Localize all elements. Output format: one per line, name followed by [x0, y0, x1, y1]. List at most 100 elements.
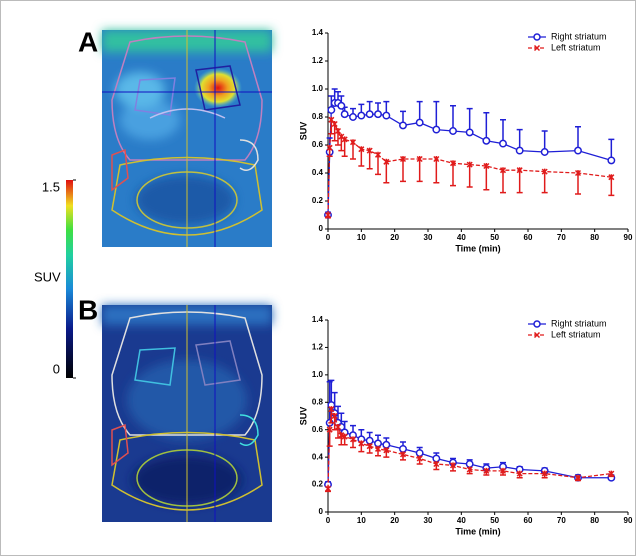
y-tick-label: 0.2 — [312, 196, 324, 205]
pet-image-a — [102, 30, 272, 247]
data-point — [349, 139, 357, 146]
legend-label: Left striatum — [551, 42, 601, 52]
data-point — [483, 467, 490, 474]
x-tick-label: 30 — [424, 516, 433, 525]
data-point — [382, 111, 391, 120]
y-tick-label: 0 — [319, 507, 324, 516]
data-point — [449, 160, 457, 167]
error-bar — [575, 173, 581, 195]
error-bar — [328, 379, 335, 406]
pet-image-b — [102, 305, 272, 522]
data-point — [432, 454, 441, 463]
error-bar — [450, 105, 456, 131]
legend-marker — [533, 33, 541, 41]
x-tick-label: 90 — [624, 233, 633, 242]
error-bar — [608, 177, 615, 197]
y-tick-label: 0 — [319, 224, 324, 233]
data-point — [466, 466, 473, 473]
data-point — [357, 111, 366, 120]
x-tick-label: 30 — [424, 233, 433, 242]
y-tick-label: 0.8 — [312, 397, 324, 406]
data-point — [328, 406, 335, 413]
data-point — [374, 439, 382, 448]
y-tick-label: 1.2 — [312, 343, 324, 352]
data-point — [331, 412, 338, 420]
data-point — [449, 127, 457, 135]
y-tick-label: 0.6 — [312, 425, 324, 434]
data-point — [365, 110, 374, 119]
data-point — [324, 211, 332, 219]
error-bar — [541, 171, 548, 194]
data-point — [608, 174, 615, 181]
error-bar — [375, 154, 381, 176]
error-bar — [466, 164, 473, 188]
data-point — [608, 470, 615, 477]
data-point — [399, 155, 407, 163]
data-point — [366, 147, 373, 154]
data-point — [574, 169, 582, 177]
x-tick-label: 0 — [326, 233, 331, 242]
x-tick-label: 40 — [457, 233, 466, 242]
data-point — [349, 113, 357, 121]
legend-marker — [533, 320, 541, 328]
x-axis-title: Time (min) — [455, 243, 500, 253]
error-bar — [433, 159, 440, 184]
panel-label: A — [78, 26, 98, 57]
error-bar — [400, 159, 406, 183]
x-tick-label: 70 — [557, 516, 566, 525]
data-point — [326, 426, 333, 433]
error-bar — [450, 163, 456, 187]
colorbar-tick-label: 0 — [53, 361, 60, 376]
data-point — [574, 474, 582, 481]
data-point — [516, 470, 523, 477]
y-tick-label: 0.4 — [312, 168, 324, 177]
error-bar — [416, 159, 423, 183]
data-point — [416, 455, 423, 462]
x-tick-label: 0 — [326, 516, 331, 525]
data-point — [416, 155, 423, 163]
error-bar — [500, 170, 506, 194]
data-point — [382, 440, 391, 449]
data-point — [541, 470, 548, 477]
data-point — [415, 118, 424, 127]
data-point — [334, 423, 342, 431]
data-point — [574, 146, 582, 155]
legend-marker — [533, 44, 541, 52]
data-point — [374, 110, 382, 119]
error-bar — [466, 107, 473, 133]
data-point — [334, 127, 342, 135]
data-point — [607, 156, 616, 165]
data-point — [466, 161, 473, 168]
legend-label: Left striatum — [551, 329, 601, 339]
y-tick-label: 1.0 — [312, 370, 324, 379]
data-point — [383, 447, 390, 454]
y-axis-title: SUV — [298, 122, 308, 141]
error-bar — [366, 150, 373, 170]
y-tick-label: 1.0 — [312, 84, 324, 93]
data-point — [516, 167, 523, 174]
colorbar-tick-label: 1.5 — [42, 179, 60, 194]
series-line — [327, 406, 612, 489]
y-tick-label: 1.4 — [312, 315, 324, 324]
data-point — [341, 136, 348, 143]
data-point — [366, 443, 373, 450]
y-tick-label: 1.2 — [312, 56, 324, 65]
y-tick-label: 0.6 — [312, 140, 324, 149]
y-tick-label: 1.4 — [312, 28, 324, 37]
error-bar — [383, 161, 390, 184]
data-point — [324, 485, 332, 492]
panel-label: B — [78, 294, 98, 325]
data-point — [341, 433, 348, 440]
x-tick-label: 80 — [590, 233, 599, 242]
error-bar — [483, 112, 490, 141]
data-point — [541, 168, 548, 175]
data-point — [415, 449, 424, 457]
data-point — [340, 110, 349, 119]
error-bar — [433, 100, 440, 130]
data-point — [399, 121, 407, 130]
error-bar — [500, 119, 506, 144]
y-axis-title: SUV — [298, 407, 308, 426]
data-point — [358, 146, 365, 153]
data-point — [499, 467, 507, 474]
